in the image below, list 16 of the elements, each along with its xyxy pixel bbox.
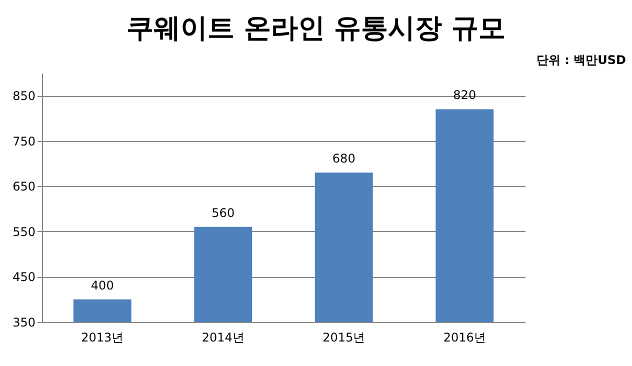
y-tick-label: 650: [12, 180, 36, 194]
y-tick-label: 450: [12, 270, 36, 284]
data-label: 820: [453, 88, 476, 102]
y-tick-label: 550: [12, 224, 36, 239]
x-tick-label: 2015년: [322, 330, 366, 344]
y-tick-label: 350: [12, 316, 36, 330]
y-tick-label: 750: [12, 134, 36, 148]
x-tick-label: 2014년: [202, 330, 244, 344]
x-tick-label: 2013년: [81, 330, 124, 344]
y-tick-label: 850: [12, 89, 36, 104]
chart-title: 쿠웨이트 온라인 유통시장 규모: [125, 12, 507, 46]
data-label: 560: [212, 206, 235, 220]
text: 단위 : 백만USD: [536, 52, 626, 69]
data-label: 400: [90, 278, 114, 292]
data-label: 680: [332, 152, 356, 166]
x-tick-label: 2016년: [443, 330, 486, 344]
